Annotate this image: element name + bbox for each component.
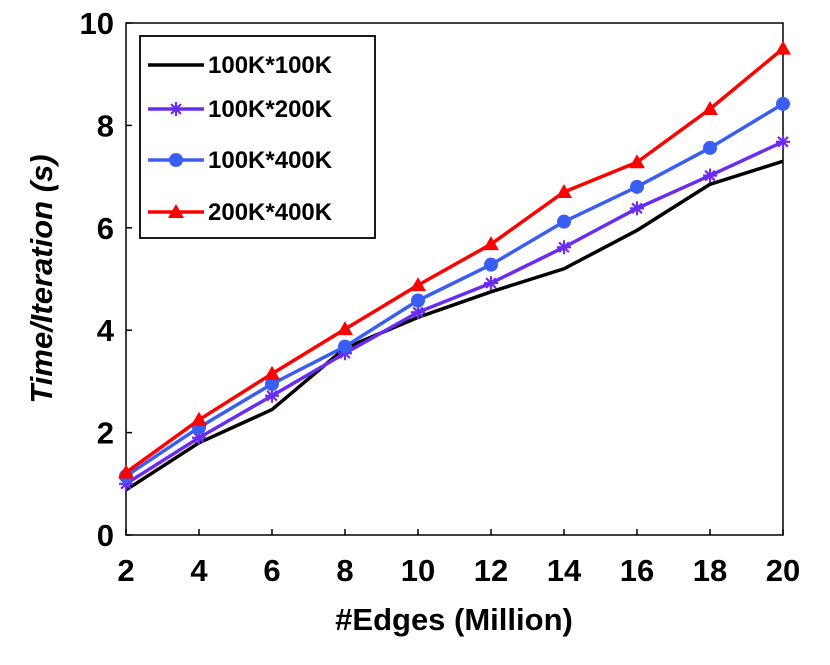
series-100Kx100K	[125, 159, 784, 492]
legend-item: 100K*400K	[148, 147, 333, 174]
data-point	[483, 236, 499, 251]
series-layer	[118, 40, 791, 492]
data-point	[776, 134, 790, 149]
data-point	[265, 388, 279, 403]
x-tick-label: 2	[117, 553, 134, 588]
y-tick-label: 8	[97, 108, 114, 143]
x-tick-label: 16	[620, 553, 654, 588]
data-point	[169, 102, 183, 116]
data-point	[192, 430, 206, 445]
data-point	[776, 96, 790, 111]
series-line	[125, 140, 784, 486]
data-point	[775, 40, 791, 55]
x-tick-label: 8	[336, 553, 353, 588]
legend-label: 100K*400K	[208, 147, 333, 174]
series-line	[124, 47, 785, 474]
y-tick-label: 10	[80, 6, 114, 41]
x-tick-label: 4	[190, 553, 208, 588]
legend-box	[139, 35, 376, 239]
legend: 100K*100K 100K*200K 100K*400K 200K*400K	[139, 35, 376, 239]
data-point	[118, 464, 134, 479]
y-axis-title: Time/Iteration (s)	[24, 154, 59, 403]
data-point	[557, 214, 571, 229]
y-tick-label: 2	[97, 416, 114, 451]
data-point	[702, 101, 718, 116]
data-point	[484, 276, 498, 291]
data-point	[557, 240, 571, 255]
legend-label: 100K*200K	[208, 96, 333, 123]
data-point	[338, 339, 352, 354]
x-tick-label: 12	[474, 553, 508, 588]
data-point	[703, 140, 717, 155]
legend-item: 200K*400K	[148, 199, 333, 226]
y-tick-label: 4	[97, 313, 115, 348]
x-tick-label: 6	[263, 553, 280, 588]
y-tick-label: 6	[97, 211, 114, 246]
data-point	[630, 201, 644, 216]
data-point	[191, 411, 207, 426]
legend-item: 100K*100K	[148, 52, 333, 79]
series-200Kx400K	[118, 40, 791, 479]
data-point	[411, 293, 425, 308]
data-point	[556, 183, 572, 198]
series-100Kx200K	[119, 134, 790, 491]
data-point	[264, 365, 280, 380]
x-tick-label: 20	[766, 553, 800, 588]
data-point	[703, 168, 717, 183]
x-axis-ticks: 2 4 6 8 10 12 14 16 18 20	[117, 529, 800, 588]
data-point	[629, 154, 645, 169]
x-tick-label: 18	[693, 553, 727, 588]
y-axis-ticks: 0 2 4 6 8 10	[80, 6, 132, 553]
data-point	[630, 179, 644, 194]
series-line	[125, 159, 784, 492]
data-point	[484, 257, 498, 272]
data-point	[411, 305, 425, 320]
series-line	[125, 102, 784, 478]
plot-area	[125, 22, 784, 536]
data-point	[265, 376, 279, 391]
data-point	[337, 321, 353, 336]
y-tick-label: 0	[97, 518, 114, 553]
x-axis-title: #Edges (Million)	[335, 602, 573, 637]
legend-label: 100K*100K	[208, 52, 333, 79]
plot-frame	[125, 22, 784, 536]
x-tick-label: 10	[401, 553, 435, 588]
data-point	[168, 204, 184, 218]
legend-label: 200K*400K	[208, 199, 333, 226]
data-point	[169, 153, 183, 167]
data-point	[410, 277, 426, 292]
legend-item: 100K*200K	[148, 96, 333, 123]
x-tick-label: 14	[547, 553, 582, 588]
